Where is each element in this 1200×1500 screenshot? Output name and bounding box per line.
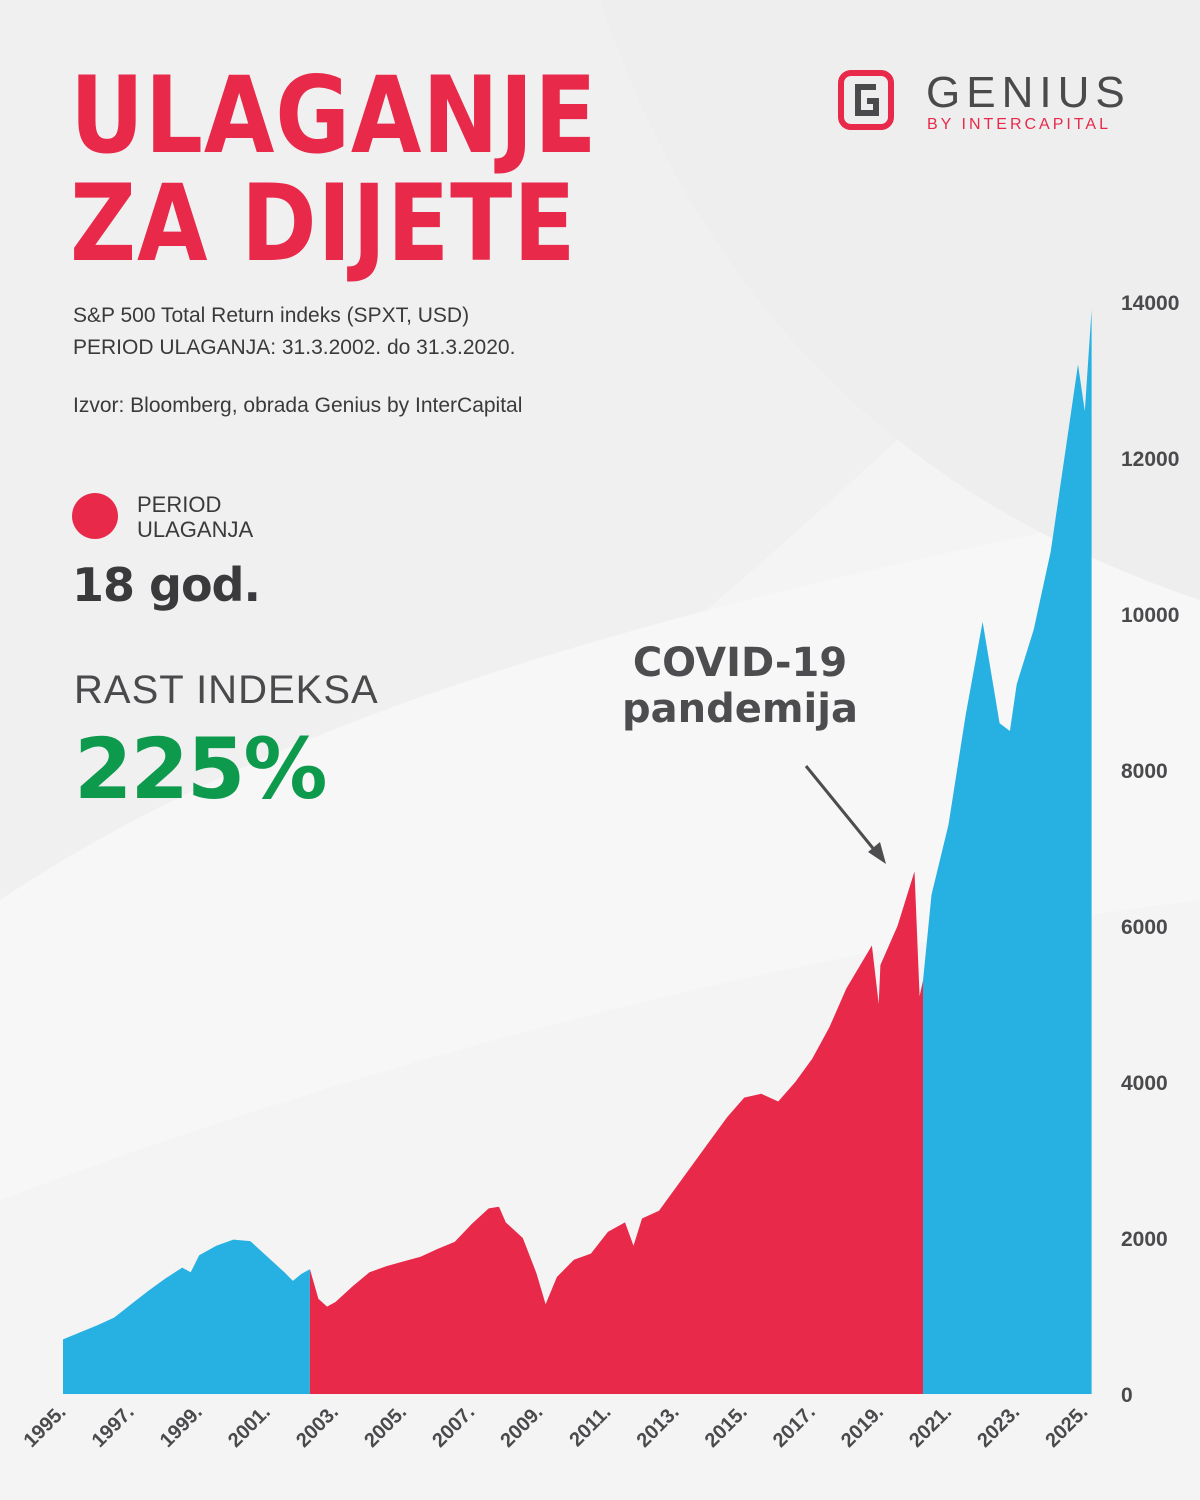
annotation-arrow-line xyxy=(804,765,878,853)
area-before-period xyxy=(63,1239,310,1394)
area-investment-period xyxy=(309,871,923,1394)
x-tick-label: 2013. xyxy=(633,1401,684,1452)
period-label-line-2: ULAGANJA xyxy=(137,517,254,542)
x-tick-label: 2021. xyxy=(905,1401,956,1452)
period-label-line-1: PERIOD xyxy=(137,492,222,517)
x-tick-label: 2017. xyxy=(769,1401,820,1452)
page-title: ULAGANJE ZA DIJETE xyxy=(70,62,597,278)
x-tick-label: 2025. xyxy=(1041,1401,1092,1452)
genius-logo: GENIUS BY INTERCAPITAL xyxy=(838,68,1148,136)
genius-logo-icon xyxy=(838,70,894,130)
x-tick-label: 2019. xyxy=(837,1401,888,1452)
subtitle-line-1: S&P 500 Total Return indeks (SPXT, USD) xyxy=(73,304,470,327)
y-tick-label: 6000 xyxy=(1121,916,1168,939)
x-tick-label: 1995. xyxy=(20,1401,71,1452)
title-line-1: ULAGANJE xyxy=(70,54,598,177)
title-line-2: ZA DIJETE xyxy=(70,162,577,285)
x-tick-label: 2001. xyxy=(224,1401,275,1452)
y-tick-label: 4000 xyxy=(1121,1072,1168,1095)
growth-value: 225% xyxy=(74,720,328,818)
x-tick-label: 1999. xyxy=(156,1401,207,1452)
legend-dot-icon xyxy=(72,493,118,539)
x-tick-label: 2011. xyxy=(565,1401,615,1451)
y-tick-label: 0 xyxy=(1121,1384,1133,1407)
y-tick-label: 8000 xyxy=(1121,760,1168,783)
x-tick-label: 2005. xyxy=(360,1401,411,1452)
x-tick-label: 2015. xyxy=(701,1401,752,1452)
annotation-line-1: COVID-19 xyxy=(632,640,848,686)
source-note: Izvor: Bloomberg, obrada Genius by Inter… xyxy=(73,394,523,417)
annotation-arrow-head-icon xyxy=(868,842,886,864)
period-value: 18 god. xyxy=(72,558,261,612)
logo-subtitle: BY INTERCAPITAL xyxy=(927,116,1111,133)
subtitle-line-2: PERIOD ULAGANJA: 31.3.2002. do 31.3.2020… xyxy=(73,336,516,359)
y-tick-label: 14000 xyxy=(1121,292,1179,315)
annotation-line-2: pandemija xyxy=(622,686,858,732)
y-tick-label: 2000 xyxy=(1121,1228,1168,1251)
x-tick-label: 1997. xyxy=(88,1401,139,1452)
area-after-period xyxy=(923,309,1092,1394)
growth-label: RAST INDEKSA xyxy=(74,668,379,712)
logo-name: GENIUS xyxy=(926,68,1131,117)
x-tick-label: 2003. xyxy=(292,1401,343,1452)
x-tick-label: 2007. xyxy=(428,1401,479,1452)
x-tick-label: 2009. xyxy=(496,1401,547,1452)
period-label: PERIOD ULAGANJA xyxy=(137,492,253,542)
covid-annotation: COVID-19 pandemija xyxy=(610,640,870,732)
y-tick-label: 12000 xyxy=(1121,448,1179,471)
subtitle-block: S&P 500 Total Return indeks (SPXT, USD) … xyxy=(73,300,522,422)
y-tick-label: 10000 xyxy=(1121,604,1179,627)
x-tick-label: 2023. xyxy=(973,1401,1024,1452)
